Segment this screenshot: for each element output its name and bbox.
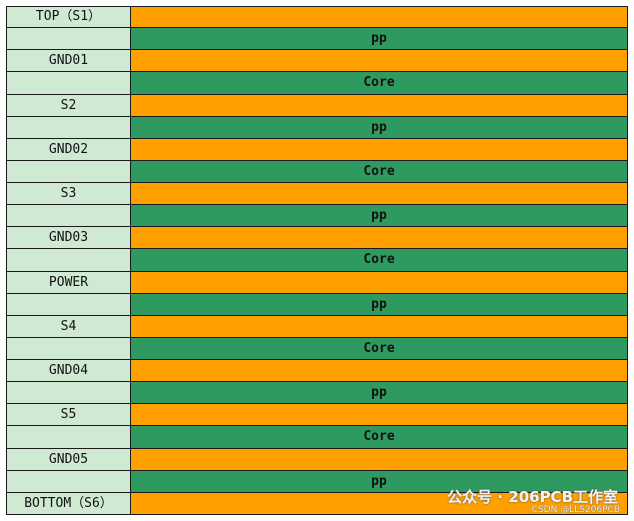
table-row: Core: [6, 249, 628, 272]
layer-bar: pp: [131, 117, 627, 138]
table-row: GND02: [6, 139, 628, 161]
layer-name-cell: BOTTOM（S6）: [7, 493, 130, 514]
stackup-table: TOP（S1） pp GND01 Core S2 pp GND02 Core S3 pp GND03…: [6, 6, 628, 515]
table-row: pp: [6, 117, 628, 139]
layer-name-cell: [7, 382, 130, 403]
layer-bar: [131, 449, 627, 470]
layer-bar: [131, 360, 627, 381]
layer-bar: [131, 493, 627, 514]
layer-name-cell: [7, 294, 130, 315]
table-row: pp: [6, 382, 628, 404]
layer-bar: Core: [131, 161, 627, 182]
layer-name-cell: GND05: [7, 449, 130, 470]
watermark: 公众号 · 206PCB工作室: [447, 488, 618, 506]
table-row: pp: [6, 471, 628, 493]
layer-bar: pp: [131, 294, 627, 315]
layer-bar: [131, 404, 627, 425]
table-row: POWER: [6, 272, 628, 294]
layer-bar: Core: [131, 426, 627, 448]
layer-name-cell: [7, 28, 130, 49]
layer-bar: [131, 139, 627, 160]
table-row: GND04: [6, 360, 628, 382]
table-row: GND01: [6, 50, 628, 72]
table-row: Core: [6, 426, 628, 449]
table-row: Core: [6, 72, 628, 95]
layer-name-cell: [7, 72, 130, 94]
layer-name-cell: [7, 117, 130, 138]
layer-name-cell: GND03: [7, 227, 130, 248]
layer-name-cell: [7, 426, 130, 448]
layer-name-cell: [7, 205, 130, 226]
layer-bar: Core: [131, 72, 627, 94]
layer-name-cell: [7, 249, 130, 271]
layer-bar: [131, 227, 627, 248]
table-row: S2: [6, 95, 628, 117]
table-row: S4: [6, 316, 628, 338]
table-row: Core: [6, 338, 628, 360]
watermark-sub: CSDN @LLS206PCB: [531, 505, 620, 515]
layer-bar: [131, 7, 627, 27]
table-row: Core: [6, 161, 628, 183]
layer-bar: [131, 316, 627, 337]
layer-bar: pp: [131, 28, 627, 49]
layer-bar: [131, 95, 627, 116]
layer-name-cell: POWER: [7, 272, 130, 293]
table-row: BOTTOM（S6）: [6, 493, 628, 515]
layer-bar: Core: [131, 249, 627, 271]
layer-name-cell: GND01: [7, 50, 130, 71]
table-row: pp: [6, 294, 628, 316]
layer-name-cell: S2: [7, 95, 130, 116]
table-row: pp: [6, 205, 628, 227]
layer-bar: pp: [131, 471, 627, 492]
table-row: GND05: [6, 449, 628, 471]
layer-bar: pp: [131, 205, 627, 226]
table-row: S5: [6, 404, 628, 426]
layer-name-cell: [7, 161, 130, 182]
layer-name-cell: TOP（S1）: [7, 7, 130, 27]
layer-bar: [131, 50, 627, 71]
layer-name-cell: S5: [7, 404, 130, 425]
layer-bar: pp: [131, 382, 627, 403]
layer-name-cell: [7, 338, 130, 359]
layer-name-cell: [7, 471, 130, 492]
table-row: GND03: [6, 227, 628, 249]
layer-name-cell: S3: [7, 183, 130, 204]
layer-bar: [131, 272, 627, 293]
layer-name-cell: GND02: [7, 139, 130, 160]
table-row: S3: [6, 183, 628, 205]
layer-name-cell: GND04: [7, 360, 130, 381]
table-row: TOP（S1）: [6, 6, 628, 28]
layer-bar: Core: [131, 338, 627, 359]
layer-name-cell: S4: [7, 316, 130, 337]
layer-bar: [131, 183, 627, 204]
table-row: pp: [6, 28, 628, 50]
